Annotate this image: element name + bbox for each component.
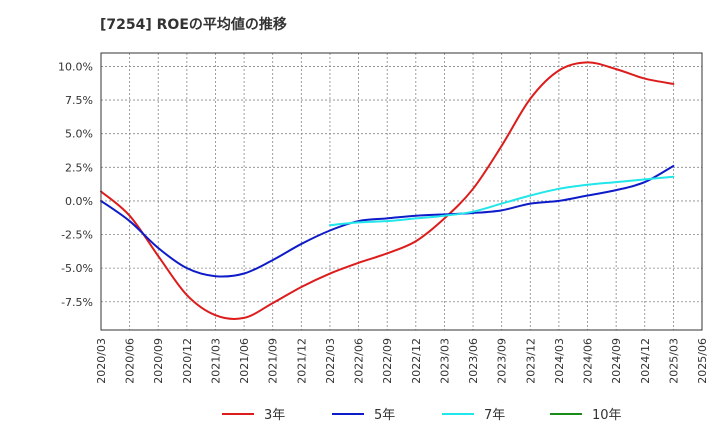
chart-title: [7254] ROEの平均値の推移 bbox=[100, 17, 287, 33]
y-tick-label: 7.5% bbox=[65, 94, 93, 107]
x-tick-label: 2021/12 bbox=[295, 338, 308, 384]
series-line-1 bbox=[100, 61, 675, 320]
x-tick-label: 2023/06 bbox=[467, 338, 480, 384]
y-tick-label: -2.5% bbox=[61, 229, 93, 242]
x-axis-labels: 2020/03 2020/06 2020/09 2020/12 2021/03 2021/… bbox=[95, 338, 709, 384]
x-tick-label: 2022/03 bbox=[324, 338, 337, 384]
x-tick-label: 2024/03 bbox=[553, 338, 566, 384]
legend-label: 10年 bbox=[592, 408, 622, 423]
y-axis-labels: 10.0% 7.5% 5.0% 2.5% 0.0% -2.5% -5.0% -7.5% bbox=[58, 60, 93, 308]
plot-background bbox=[101, 53, 702, 330]
legend-label: 3年 bbox=[264, 408, 285, 423]
x-tick-label: 2024/12 bbox=[639, 338, 652, 384]
x-tick-label: 2024/09 bbox=[610, 338, 623, 384]
x-tick-label: 2021/06 bbox=[238, 338, 251, 384]
x-tick-label: 2021/03 bbox=[209, 338, 222, 384]
y-tick-label: 0.0% bbox=[65, 195, 93, 208]
x-tick-label: 2023/12 bbox=[524, 338, 537, 384]
y-tick-label: 10.0% bbox=[58, 60, 93, 73]
legend-label: 5年 bbox=[374, 408, 395, 423]
series-line-3 bbox=[328, 175, 675, 227]
x-tick-label: 2023/03 bbox=[438, 338, 451, 384]
x-tick-label: 2020/12 bbox=[181, 338, 194, 384]
y-tick-label: -5.0% bbox=[61, 262, 93, 275]
y-tick-label: -7.5% bbox=[61, 296, 93, 309]
y-tick-label: 2.5% bbox=[65, 161, 93, 174]
series-lines bbox=[100, 61, 675, 320]
x-tick-label: 2025/06 bbox=[696, 338, 709, 384]
x-tick-label: 2021/09 bbox=[267, 338, 280, 384]
x-tick-label: 2024/06 bbox=[582, 338, 595, 384]
x-tick-label: 2022/06 bbox=[353, 338, 366, 384]
x-tick-label: 2022/12 bbox=[410, 338, 423, 384]
x-tick-label: 2020/03 bbox=[95, 338, 108, 384]
legend: 3年 5年 7年 10年 bbox=[222, 408, 622, 423]
y-tick-label: 5.0% bbox=[65, 128, 93, 141]
plot-frame bbox=[100, 52, 703, 331]
x-tick-label: 2020/06 bbox=[124, 338, 137, 384]
x-tick-label: 2025/03 bbox=[667, 338, 680, 384]
x-tick-label: 2023/09 bbox=[496, 338, 509, 384]
series-line-2 bbox=[100, 164, 675, 278]
legend-label: 7年 bbox=[484, 408, 505, 423]
x-tick-label: 2020/09 bbox=[152, 338, 165, 384]
x-tick-label: 2022/09 bbox=[381, 338, 394, 384]
grid-lines bbox=[101, 53, 702, 330]
